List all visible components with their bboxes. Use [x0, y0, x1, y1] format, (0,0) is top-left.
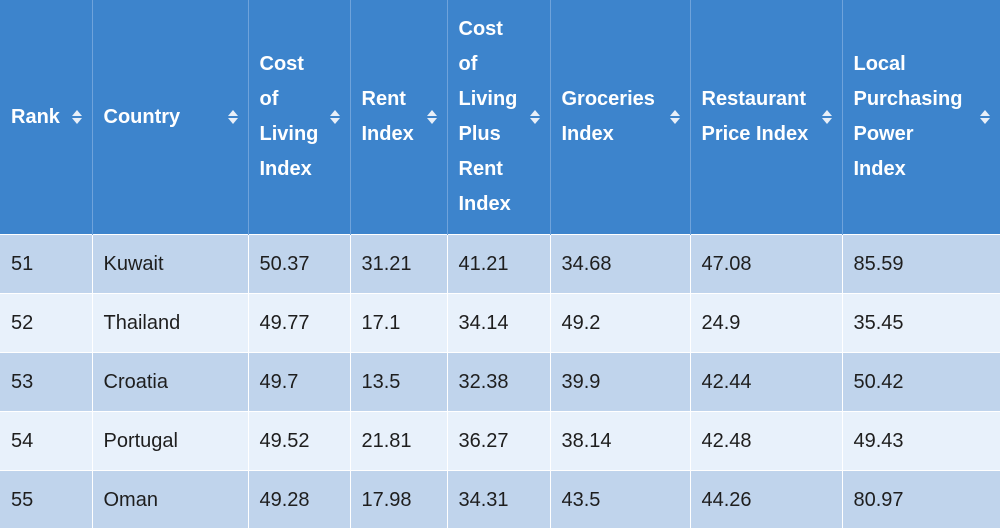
- sort-arrows-icon[interactable]: [329, 110, 340, 124]
- column-header-label: Groceries Index: [561, 88, 655, 145]
- header-row: Rank Country Cost of Living Index Rent I…: [0, 0, 1000, 235]
- table-row: 52 Thailand 49.77 17.1 34.14 49.2 24.9 3…: [0, 293, 1000, 353]
- cell-cost-of-living-plus-rent-index: 36.27: [447, 411, 551, 471]
- column-header-local-purchasing-power-index[interactable]: Local Purchasing Power Index: [842, 0, 1000, 235]
- cell-rent-index: 17.98: [350, 470, 448, 528]
- column-header-label: Rank: [11, 105, 60, 128]
- table-header: Rank Country Cost of Living Index Rent I…: [0, 0, 1000, 235]
- column-header-label: Cost of Living Index: [259, 53, 319, 180]
- cell-groceries-index: 34.68: [550, 234, 691, 294]
- cell-restaurant-price-index: 44.26: [690, 470, 843, 528]
- column-header-label: Country: [103, 105, 181, 128]
- table-row: 53 Croatia 49.7 13.5 32.38 39.9 42.44 50…: [0, 352, 1000, 412]
- cell-restaurant-price-index: 42.48: [690, 411, 843, 471]
- column-header-rent-index[interactable]: Rent Index: [350, 0, 448, 235]
- cell-local-purchasing-power-index: 50.42: [842, 352, 1000, 412]
- sort-arrows-icon[interactable]: [821, 110, 832, 124]
- sort-arrows-icon[interactable]: [227, 110, 238, 124]
- column-header-country[interactable]: Country: [92, 0, 249, 235]
- column-header-label: Local Purchasing Power Index: [853, 53, 963, 180]
- column-header-label: Restaurant Price Index: [701, 88, 809, 145]
- cell-local-purchasing-power-index: 49.43: [842, 411, 1000, 471]
- column-header-label: Rent Index: [361, 88, 414, 145]
- table-body: 51 Kuwait 50.37 31.21 41.21 34.68 47.08 …: [0, 234, 1000, 528]
- cell-rent-index: 31.21: [350, 234, 448, 294]
- cell-country: Kuwait: [92, 234, 249, 294]
- cell-rank: 51: [0, 234, 93, 294]
- cell-cost-of-living-plus-rent-index: 41.21: [447, 234, 551, 294]
- cell-country: Croatia: [92, 352, 249, 412]
- cell-local-purchasing-power-index: 85.59: [842, 234, 1000, 294]
- cell-country: Oman: [92, 470, 249, 528]
- cell-rank: 53: [0, 352, 93, 412]
- cell-restaurant-price-index: 42.44: [690, 352, 843, 412]
- sort-arrows-icon[interactable]: [669, 110, 680, 124]
- cell-rent-index: 17.1: [350, 293, 448, 353]
- cell-restaurant-price-index: 47.08: [690, 234, 843, 294]
- cell-cost-of-living-plus-rent-index: 34.14: [447, 293, 551, 353]
- column-header-restaurant-price-index[interactable]: Restaurant Price Index: [690, 0, 843, 235]
- cell-cost-of-living-index: 50.37: [248, 234, 351, 294]
- sort-arrows-icon[interactable]: [71, 110, 82, 124]
- cell-groceries-index: 49.2: [550, 293, 691, 353]
- cell-groceries-index: 39.9: [550, 352, 691, 412]
- cell-groceries-index: 38.14: [550, 411, 691, 471]
- table-row: 51 Kuwait 50.37 31.21 41.21 34.68 47.08 …: [0, 234, 1000, 294]
- cell-rank: 54: [0, 411, 93, 471]
- cell-cost-of-living-index: 49.77: [248, 293, 351, 353]
- column-header-rank[interactable]: Rank: [0, 0, 93, 235]
- column-header-cost-of-living-index[interactable]: Cost of Living Index: [248, 0, 351, 235]
- table-row: 54 Portugal 49.52 21.81 36.27 38.14 42.4…: [0, 411, 1000, 471]
- cell-cost-of-living-index: 49.28: [248, 470, 351, 528]
- sort-arrows-icon[interactable]: [980, 110, 990, 124]
- cell-country: Thailand: [92, 293, 249, 353]
- column-header-cost-of-living-plus-rent-index[interactable]: Cost of Living Plus Rent Index: [447, 0, 551, 235]
- sort-arrows-icon[interactable]: [426, 110, 437, 124]
- cell-cost-of-living-plus-rent-index: 34.31: [447, 470, 551, 528]
- cell-local-purchasing-power-index: 80.97: [842, 470, 1000, 528]
- cell-rank: 55: [0, 470, 93, 528]
- cell-local-purchasing-power-index: 35.45: [842, 293, 1000, 353]
- column-header-groceries-index[interactable]: Groceries Index: [550, 0, 691, 235]
- cell-rent-index: 13.5: [350, 352, 448, 412]
- cell-groceries-index: 43.5: [550, 470, 691, 528]
- sort-arrows-icon[interactable]: [529, 110, 540, 124]
- cell-country: Portugal: [92, 411, 249, 471]
- cell-rank: 52: [0, 293, 93, 353]
- cell-cost-of-living-index: 49.7: [248, 352, 351, 412]
- cell-cost-of-living-plus-rent-index: 32.38: [447, 352, 551, 412]
- table-row: 55 Oman 49.28 17.98 34.31 43.5 44.26 80.…: [0, 470, 1000, 528]
- column-header-label: Cost of Living Plus Rent Index: [458, 18, 518, 215]
- cell-restaurant-price-index: 24.9: [690, 293, 843, 353]
- cell-cost-of-living-index: 49.52: [248, 411, 351, 471]
- cell-rent-index: 21.81: [350, 411, 448, 471]
